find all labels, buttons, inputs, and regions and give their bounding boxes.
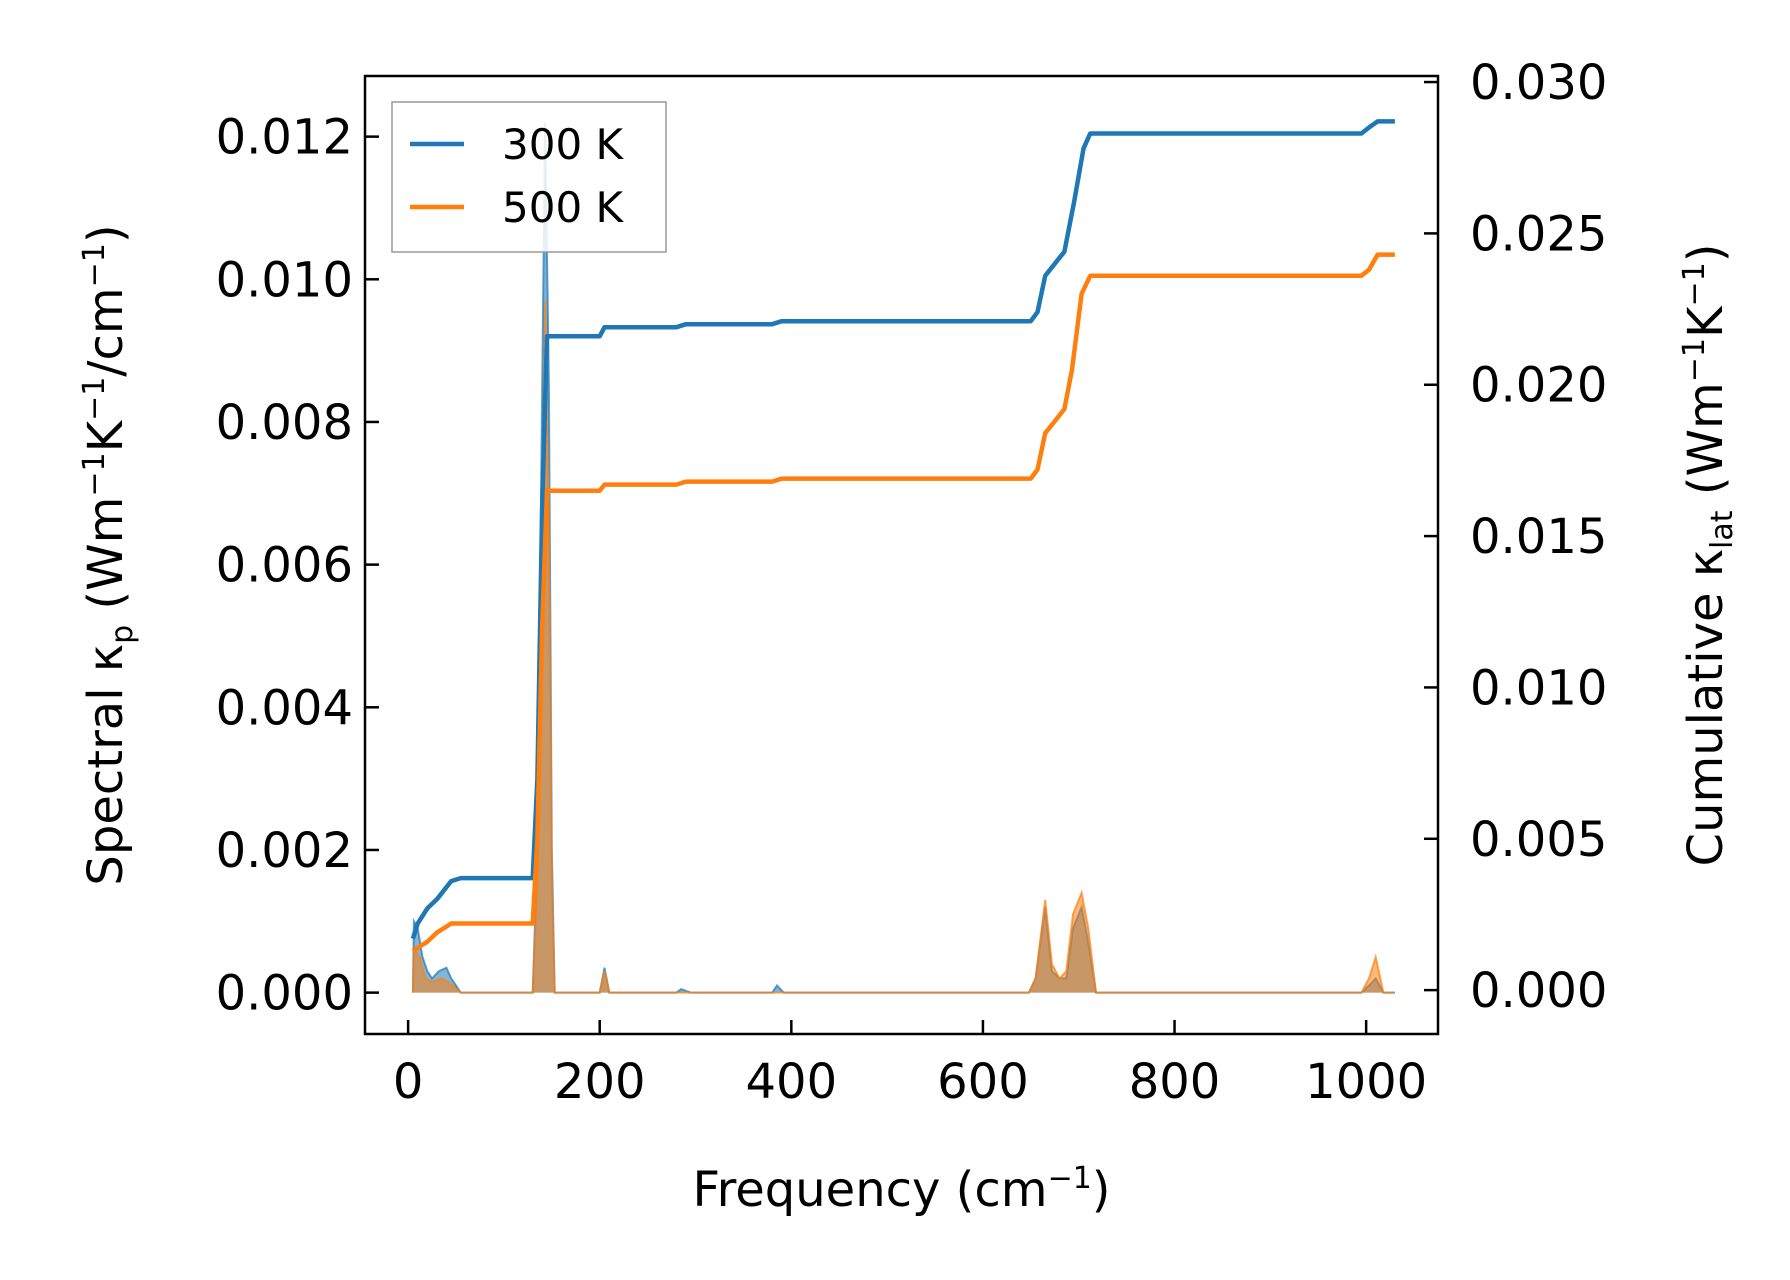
y-axis-left-label: Spectral κp (Wm−1K−1/cm−1) (77, 224, 140, 885)
cumulative-line-0 (410, 119, 1395, 940)
spectral-fills (411, 122, 1395, 994)
y-right-tick-label: 0.010 (1470, 660, 1607, 716)
x-tick-label: 1000 (1305, 1054, 1427, 1110)
legend-box (391, 101, 667, 253)
plot-frame (363, 74, 1440, 1036)
y-left-tick-label: 0.000 (216, 966, 353, 1022)
legend-label-1: 500 K (502, 183, 625, 232)
spectral-line-1 (411, 300, 1395, 994)
y-right-tick-label: 0.015 (1470, 509, 1607, 565)
y-left-tick-label: 0.010 (216, 252, 353, 308)
x-tick-label: 800 (1129, 1054, 1221, 1110)
x-tick-label: 200 (554, 1054, 646, 1110)
cumulative-line-1 (411, 252, 1395, 953)
y-right-tick-label: 0.005 (1470, 812, 1607, 868)
legend: 300 K 500 K (391, 101, 667, 253)
cumulative-lines (410, 119, 1395, 953)
spectral-fill-1 (412, 300, 1395, 993)
y-left-tick-label: 0.002 (216, 823, 353, 879)
axis-ticks: 0 200 400 600 800 1000 0.000 0.002 0.004 0.006 0.0… (216, 55, 1608, 1110)
x-tick-label: 0 (393, 1054, 424, 1110)
y-right-tick-label: 0.030 (1470, 55, 1607, 111)
y-right-tick-label: 0.000 (1470, 963, 1607, 1019)
y-left-tick-label: 0.006 (216, 538, 353, 594)
x-tick-label: 400 (746, 1054, 838, 1110)
spectral-line-0 (411, 122, 1395, 994)
y-left-tick-label: 0.004 (216, 680, 353, 736)
x-tick-label: 600 (937, 1054, 1029, 1110)
y-left-tick-label: 0.008 (216, 395, 353, 451)
spectral-fill-0 (412, 122, 1395, 993)
y-right-tick-label: 0.025 (1470, 206, 1607, 262)
y-left-tick-label: 0.012 (216, 110, 353, 166)
y-right-tick-label: 0.020 (1470, 358, 1607, 414)
y-axis-right-label: Cumulative κlat (Wm−1K−1) (1677, 244, 1740, 867)
legend-label-0: 300 K (502, 120, 625, 169)
x-axis-label: Frequency (cm−1) (692, 1161, 1110, 1218)
